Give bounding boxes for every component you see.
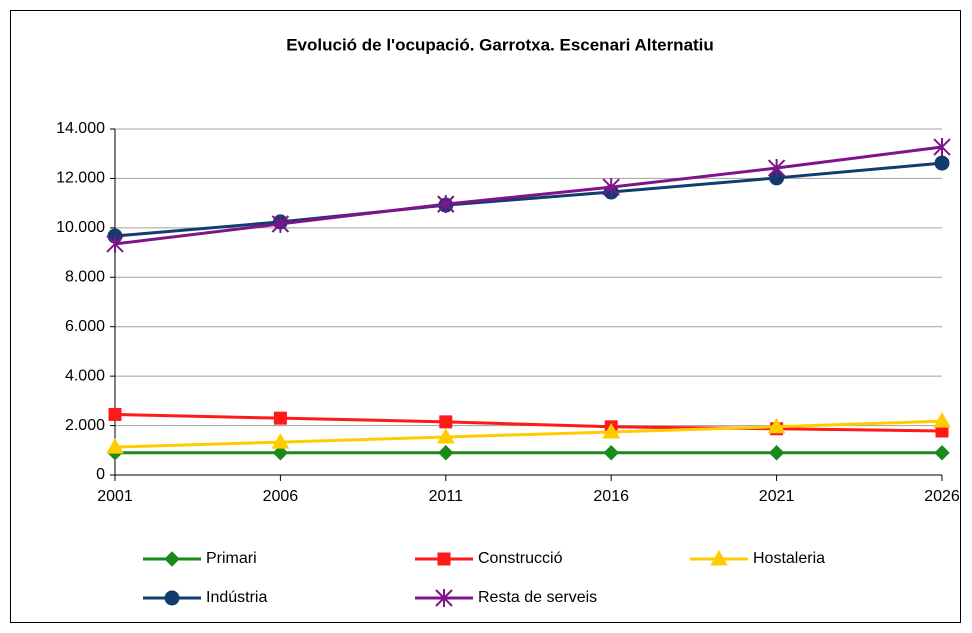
marker <box>439 415 453 429</box>
legend-label: Hostaleria <box>753 550 825 567</box>
x-tick-label: 2011 <box>429 488 464 505</box>
chart-title: Evolució de l'ocupació. Garrotxa. Escena… <box>286 35 714 54</box>
chart-border <box>10 10 961 623</box>
legend-marker <box>437 552 451 566</box>
marker <box>602 178 620 197</box>
marker <box>767 417 786 434</box>
marker <box>437 195 455 214</box>
marker <box>934 155 950 171</box>
marker <box>273 411 287 425</box>
y-tick-label: 14.000 <box>56 120 105 137</box>
legend-label: Primari <box>206 550 257 567</box>
y-tick-label: 4.000 <box>65 367 105 384</box>
marker <box>933 138 951 157</box>
x-tick-label: 2016 <box>593 488 629 505</box>
marker <box>934 445 950 461</box>
series-line <box>114 419 943 449</box>
y-tick-label: 2.000 <box>65 417 105 434</box>
legend-label: Indústria <box>206 589 267 606</box>
marker <box>272 445 289 461</box>
marker <box>108 407 122 421</box>
y-tick-label: 8.000 <box>65 269 105 286</box>
x-tick-label: 2026 <box>924 488 960 505</box>
y-tick-label: 12.000 <box>56 170 105 187</box>
legend-label: Resta de serveis <box>478 589 597 606</box>
legend-marker <box>164 551 180 567</box>
x-tick-label: 2006 <box>263 488 299 505</box>
marker <box>438 445 454 461</box>
legend-marker <box>164 590 180 606</box>
marker <box>603 445 619 461</box>
marker <box>768 445 785 461</box>
series-line <box>114 161 943 238</box>
marker <box>271 214 290 233</box>
marker <box>436 427 455 444</box>
x-tick-label: 2001 <box>97 488 133 505</box>
marker <box>106 438 124 454</box>
y-tick-label: 6.000 <box>65 318 105 335</box>
y-tick-label: 0 <box>96 466 105 483</box>
marker <box>106 234 124 253</box>
marker <box>602 422 621 439</box>
marker <box>271 433 290 449</box>
x-tick-label: 2021 <box>759 488 795 505</box>
series-line <box>114 412 943 433</box>
y-tick-label: 10.000 <box>56 219 105 236</box>
series-line <box>114 145 943 246</box>
marker <box>933 412 951 428</box>
legend-marker <box>435 589 453 607</box>
legend-marker <box>710 549 728 566</box>
legend-label: Construcció <box>478 550 563 567</box>
marker <box>767 159 786 178</box>
